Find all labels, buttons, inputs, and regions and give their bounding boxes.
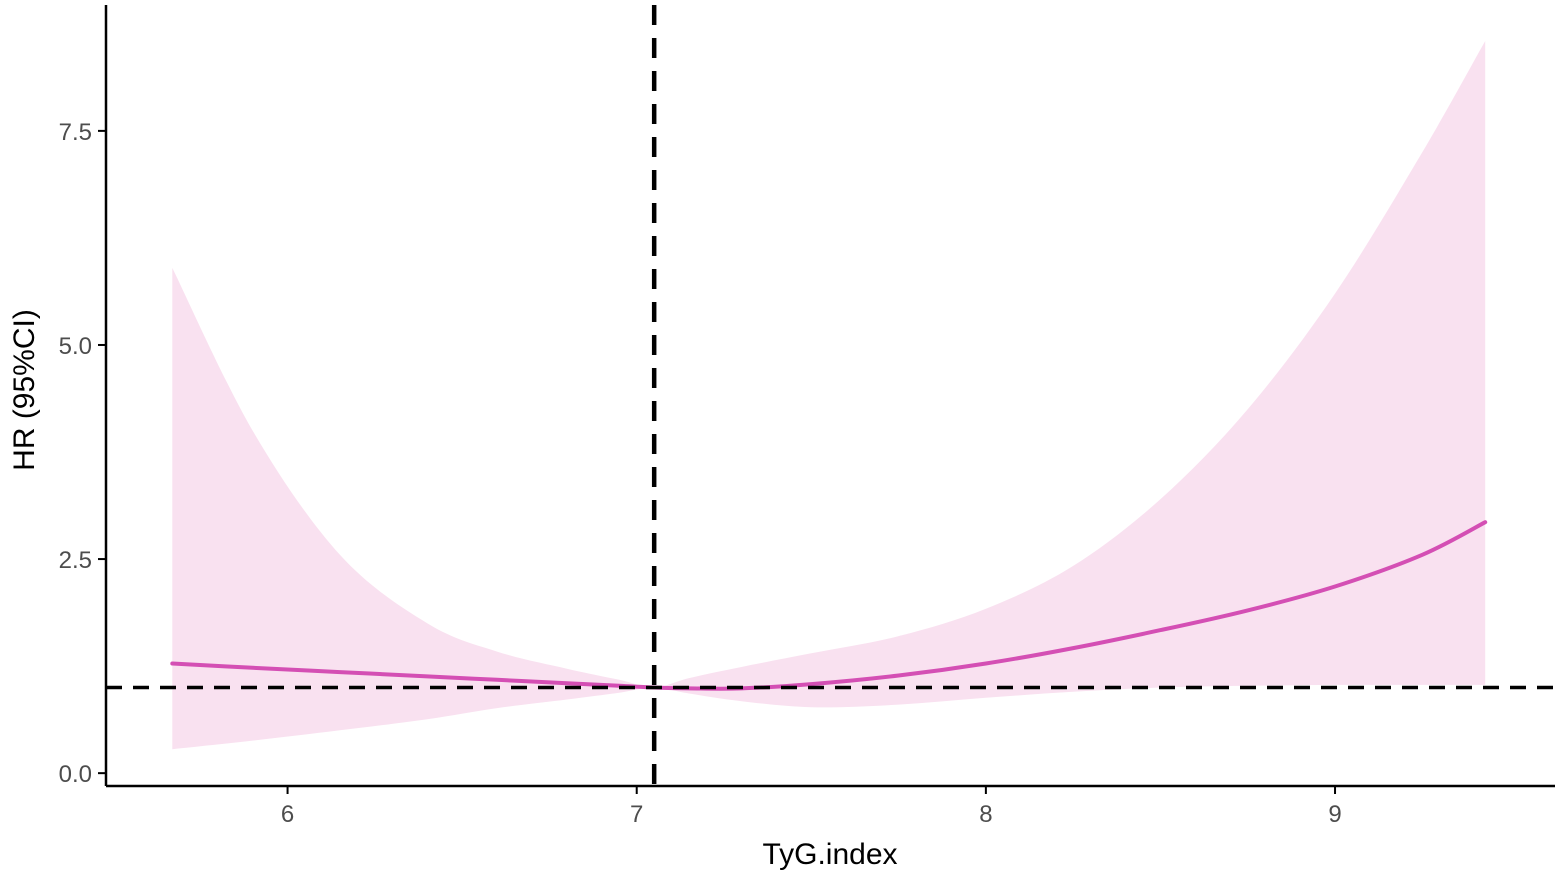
y-axis-title: HR (95%CI) xyxy=(8,309,41,471)
y-tick-label: 2.5 xyxy=(59,547,92,574)
x-axis-title: TyG.index xyxy=(762,838,897,871)
axes: 6 7 8 9 0.0 2.5 5.0 7.5 xyxy=(59,5,1555,828)
x-tick-label: 9 xyxy=(1328,801,1341,828)
y-tick-label: 7.5 xyxy=(59,119,92,146)
y-tick-label: 0.0 xyxy=(59,761,92,788)
plot-area xyxy=(106,5,1555,786)
confidence-band xyxy=(172,41,1486,750)
x-tick-label: 7 xyxy=(630,801,643,828)
y-tick-label: 5.0 xyxy=(59,333,92,360)
x-tick-label: 8 xyxy=(979,801,992,828)
x-tick-label: 6 xyxy=(281,801,294,828)
